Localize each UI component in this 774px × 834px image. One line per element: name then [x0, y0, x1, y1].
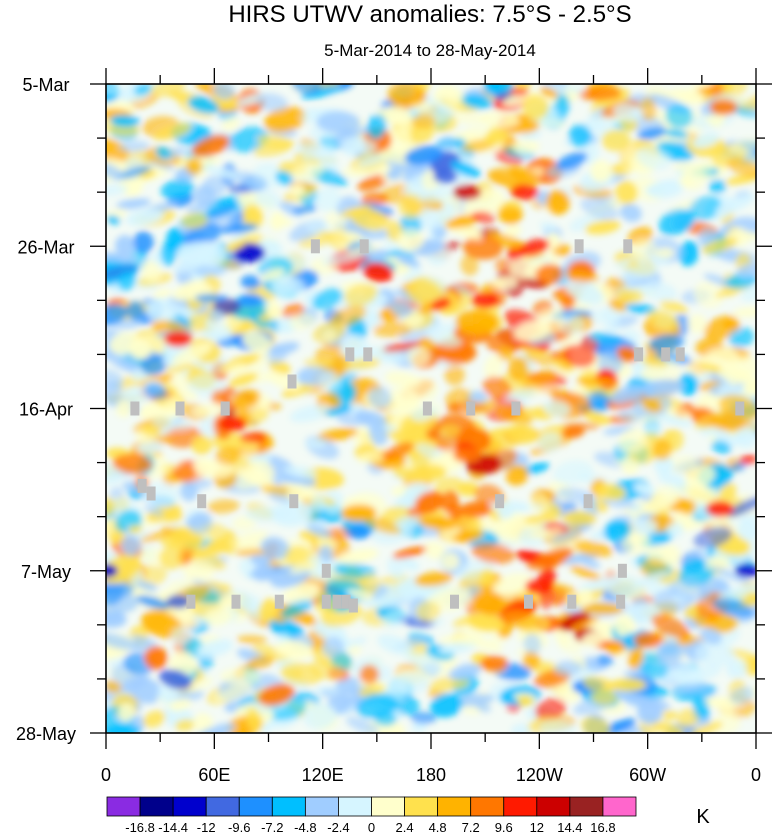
- missing-data-mark: [345, 347, 355, 362]
- missing-data-mark: [287, 374, 297, 389]
- missing-data-mark: [332, 594, 342, 609]
- colorbar-swatch: [602, 796, 637, 817]
- x-tick-label: 180: [416, 765, 446, 785]
- axis-ticks: [90, 68, 772, 749]
- missing-data-mark: [661, 347, 671, 362]
- colorbar-level-label: 4.8: [429, 820, 447, 834]
- chart-subtitle: 5-Mar-2014 to 28-May-2014: [324, 41, 536, 60]
- missing-data-mark: [341, 594, 351, 609]
- missing-data-mark: [321, 594, 331, 609]
- colorbar-swatch: [338, 796, 372, 817]
- x-tick-label: 120E: [302, 765, 344, 785]
- colorbar-swatch: [536, 796, 571, 817]
- colorbar-level-label: 14.4: [557, 820, 582, 834]
- missing-data-mark: [511, 401, 521, 416]
- colorbar-unit: K: [696, 806, 710, 828]
- x-tick-label: 0: [101, 765, 111, 785]
- missing-data-mark: [363, 347, 373, 362]
- colorbar-level-label: -7.2: [261, 820, 283, 834]
- colorbar-level-label: 0: [368, 820, 375, 834]
- colorbar-swatch: [106, 796, 141, 817]
- colorbar-level-label: 2.4: [396, 820, 414, 834]
- missing-data-mark: [422, 401, 432, 416]
- heatmap-field: [106, 84, 756, 733]
- missing-data-mark: [495, 494, 505, 509]
- colorbar-swatch: [404, 796, 439, 817]
- missing-data-mark: [567, 594, 577, 609]
- colorbar-swatch: [205, 796, 240, 817]
- colorbar-level-label: -9.6: [228, 820, 250, 834]
- colorbar-swatch: [139, 796, 174, 817]
- colorbar-swatch: [470, 796, 505, 817]
- missing-data-mark: [175, 401, 185, 416]
- colorbar-swatch: [304, 796, 339, 817]
- chart-title: HIRS UTWV anomalies: 7.5°S - 2.5°S: [228, 1, 631, 28]
- missing-data-mark: [634, 347, 644, 362]
- missing-data-mark: [130, 401, 140, 416]
- y-tick-label: 28-May: [16, 724, 76, 744]
- colorbar-level-label: 9.6: [495, 820, 513, 834]
- missing-data-mark: [524, 594, 533, 609]
- colorbar-swatch: [503, 796, 538, 817]
- missing-data-mark: [616, 594, 626, 609]
- colorbar-level-label: -14.4: [158, 820, 188, 834]
- missing-data-mark: [321, 563, 331, 578]
- missing-data-mark: [735, 401, 745, 416]
- missing-data-mark: [186, 594, 196, 609]
- colorbar-level-label: 12: [530, 820, 544, 834]
- anomaly-blobs: [106, 84, 756, 733]
- missing-data-mark: [450, 594, 459, 609]
- colorbar-labels: -16.8 -14.4 -12 -9.6 -7.2 -4.8 -2.4 0 2.4 4.8 7.2 9…: [125, 820, 615, 834]
- colorbar-level-label: 16.8: [590, 820, 615, 834]
- y-tick-label: 26-Mar: [17, 237, 74, 257]
- x-tick-label: 60W: [629, 765, 666, 785]
- missing-data-mark: [146, 486, 156, 501]
- missing-data-mark: [289, 494, 299, 509]
- missing-data-mark: [574, 239, 584, 254]
- y-axis-labels: 5-Mar 26-Mar 16-Apr 7-May 28-May: [16, 75, 76, 744]
- y-tick-label: 16-Apr: [19, 400, 73, 420]
- missing-data-mark: [617, 563, 627, 578]
- colorbar-swatch: [271, 796, 306, 817]
- colorbar-level-label: 7.2: [462, 820, 480, 834]
- missing-data-mark: [466, 401, 476, 416]
- y-tick-label: 7-May: [21, 562, 71, 582]
- colorbar: [106, 796, 637, 817]
- colorbar-swatch: [437, 796, 472, 817]
- missing-data-mark: [137, 478, 147, 493]
- colorbar-level-label: -12: [197, 820, 216, 834]
- x-tick-label: 0: [751, 765, 761, 785]
- colorbar-swatch: [172, 796, 207, 817]
- missing-data-mark: [359, 239, 369, 254]
- missing-data-mark: [348, 598, 358, 613]
- x-axis-labels: 0 60E 120E 180 120W 60W 0: [101, 765, 761, 785]
- x-tick-label: 120W: [516, 765, 563, 785]
- missing-data-mark: [274, 594, 284, 609]
- missing-data-mark: [675, 347, 685, 362]
- colorbar-swatch: [238, 796, 273, 817]
- colorbar-level-label: -16.8: [125, 820, 155, 834]
- y-tick-label: 5-Mar: [22, 75, 69, 95]
- colorbar-swatch: [569, 796, 604, 817]
- x-tick-label: 60E: [198, 765, 230, 785]
- colorbar-swatch: [371, 796, 405, 817]
- missing-data-mark: [583, 494, 593, 509]
- missing-data-mark: [197, 494, 207, 509]
- missing-data-mark: [231, 594, 241, 609]
- colorbar-level-label: -2.4: [327, 820, 349, 834]
- missing-data-mark: [220, 401, 230, 416]
- missing-data-mark: [310, 239, 320, 254]
- colorbar-level-label: -4.8: [294, 820, 316, 834]
- missing-data-mark: [623, 239, 633, 254]
